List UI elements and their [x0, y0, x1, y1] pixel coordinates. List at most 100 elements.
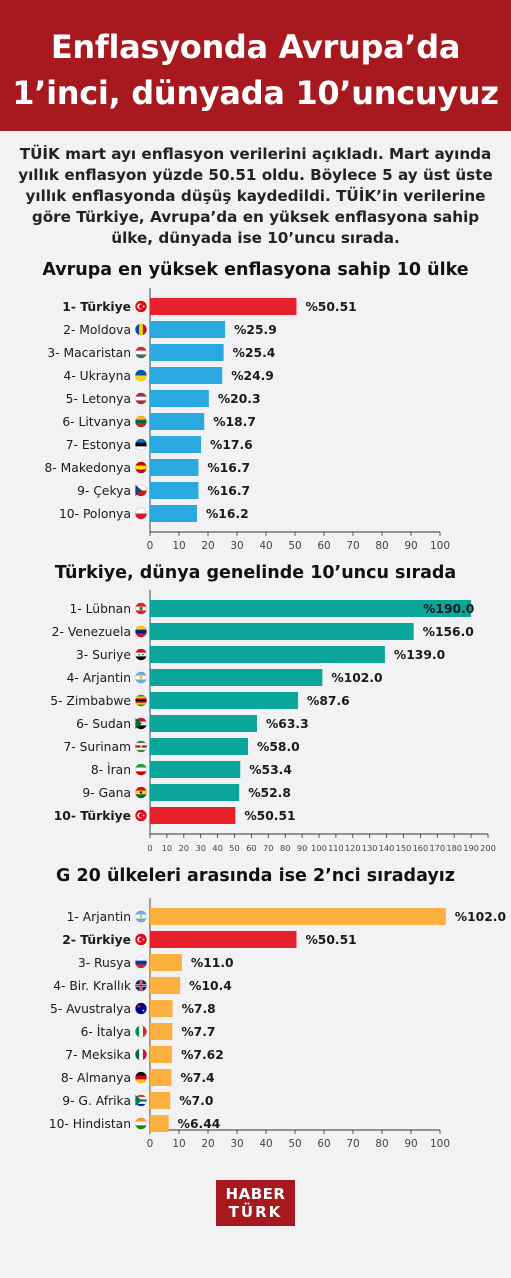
- bar: [150, 692, 299, 709]
- x-tick-label: 10: [172, 1138, 185, 1150]
- bar-row: 5- Zimbabwe %87.6: [50, 692, 350, 709]
- value-label: %63.3: [266, 717, 309, 731]
- bar-row: 3- Macaristan %25.4: [47, 344, 275, 361]
- bar: [150, 807, 236, 824]
- x-tick-label: 80: [375, 1138, 388, 1150]
- intro-paragraph: TÜİK mart ayı enflasyon verilerini açıkl…: [18, 145, 493, 247]
- x-tick-label: 50: [288, 540, 301, 552]
- bar: [150, 436, 202, 453]
- category-label: 4- Arjantin: [67, 671, 131, 685]
- category-label: 2- Venezuela: [52, 625, 131, 639]
- x-tick-label: 70: [346, 1138, 359, 1150]
- category-label: 7- Estonya: [66, 438, 131, 452]
- bar: [150, 761, 241, 778]
- value-label: %17.6: [210, 438, 253, 452]
- flag-in-icon: [135, 1117, 147, 1130]
- x-tick-label: 60: [246, 843, 256, 853]
- category-label: 10- Türkiye: [54, 809, 131, 823]
- flag-ua-icon: [135, 369, 147, 382]
- flag-mx-icon: [135, 1048, 147, 1061]
- category-label: 6- Sudan: [76, 717, 131, 731]
- bar: [150, 908, 446, 925]
- x-tick-label: 180: [446, 843, 462, 853]
- x-tick-label: 150: [396, 843, 412, 853]
- flag-sd-icon: [135, 717, 147, 730]
- x-tick-label: 100: [430, 1138, 450, 1150]
- value-label: %7.4: [180, 1071, 214, 1085]
- category-label: 1- Türkiye: [62, 300, 131, 314]
- flag-sy-icon: [135, 648, 147, 661]
- category-label: 9- Gana: [82, 786, 131, 800]
- bar-row: 3- Rusya %11.0: [78, 954, 234, 971]
- value-label: %6.44: [178, 1117, 221, 1131]
- flag-tr-icon: [135, 809, 147, 822]
- bar: [150, 1069, 172, 1086]
- bar: [150, 367, 223, 384]
- flag-tr-icon: [135, 933, 147, 946]
- flag-ve-icon: [135, 625, 147, 638]
- flag-de-icon: [135, 1071, 147, 1084]
- flag-ar-icon: [135, 910, 147, 923]
- x-tick-label: 10: [172, 540, 185, 552]
- flag-it-icon: [135, 1025, 147, 1038]
- category-label: 8- Makedonya: [45, 461, 132, 475]
- chart-europe: 0 10 20 30 40 50 60 70 80 90 100 1- Türkiye %50.51 2-…: [45, 288, 450, 552]
- category-label: 9- Çekya: [77, 484, 131, 498]
- x-tick-label: 70: [263, 843, 273, 853]
- category-label: 7- Surinam: [63, 740, 131, 754]
- bar-row: 8- Almanya %7.4: [61, 1069, 215, 1086]
- bar-row: 8- İran %53.4: [91, 761, 292, 778]
- flag-ar-icon: [135, 671, 147, 684]
- bar-row: 10- Türkiye %50.51: [54, 807, 296, 824]
- x-tick-label: 0: [147, 843, 152, 853]
- logo-line-2: TÜRK: [228, 1203, 283, 1221]
- bar: [150, 715, 257, 732]
- category-label: 3- Macaristan: [47, 346, 131, 360]
- value-label: %53.4: [249, 763, 292, 777]
- value-label: %50.51: [305, 933, 356, 947]
- header-banner: Enflasyonda Avrupa’da 1’inci, dünyada 10…: [0, 0, 511, 131]
- chart-title-world: Türkiye, dünya genelinde 10’uncu sırada: [54, 563, 457, 583]
- chart-title-g20: G 20 ülkeleri arasında ise 2’nci sıraday…: [56, 866, 455, 886]
- bar: [150, 738, 249, 755]
- bar: [150, 1023, 173, 1040]
- x-tick-label: 60: [317, 1138, 330, 1150]
- value-label: %20.3: [218, 392, 261, 406]
- x-tick-label: 30: [230, 1138, 243, 1150]
- bar: [150, 600, 472, 617]
- value-label: %7.0: [179, 1094, 213, 1108]
- category-label: 5- Letonya: [66, 392, 131, 406]
- x-tick-label: 30: [195, 843, 205, 853]
- value-label: %18.7: [213, 415, 256, 429]
- bar: [150, 669, 323, 686]
- bar: [150, 646, 385, 663]
- haberturk-logo: HABER TÜRK: [216, 1180, 295, 1226]
- headline-line-2: 1’inci, dünyada 10’uncuyuz: [12, 74, 499, 112]
- chart-g20: 0 10 20 30 40 50 60 70 80 90 100 1- Arjantin %102.0 2…: [49, 898, 506, 1150]
- flag-lt-icon: [135, 415, 147, 428]
- x-tick-label: 200: [480, 843, 496, 853]
- category-label: 6- İtalya: [81, 1024, 131, 1039]
- x-tick-label: 80: [280, 843, 290, 853]
- value-label: %16.7: [207, 461, 250, 475]
- bar-row: 3- Suriye %139.0: [76, 646, 445, 663]
- flag-md-icon: [135, 323, 147, 336]
- x-tick-label: 100: [311, 843, 327, 853]
- x-tick-label: 100: [430, 540, 450, 552]
- flag-ru-icon: [135, 956, 147, 969]
- value-label: %25.9: [234, 323, 277, 337]
- bar: [150, 977, 181, 994]
- x-tick-label: 110: [328, 843, 344, 853]
- bar: [150, 1092, 171, 1109]
- category-label: 8- Almanya: [61, 1071, 131, 1085]
- category-label: 3- Rusya: [78, 956, 131, 970]
- value-label: %16.7: [207, 484, 250, 498]
- bar-row: 5- Avustralya %7.8: [50, 1000, 216, 1017]
- bar-row: 9- Çekya %16.7: [77, 482, 250, 499]
- flag-tr-icon: [135, 300, 147, 313]
- flag-gb-icon: [135, 979, 147, 992]
- bar: [150, 931, 297, 948]
- x-tick-label: 50: [229, 843, 239, 853]
- bar-row: 9- Gana %52.8: [82, 784, 291, 801]
- x-tick-label: 120: [345, 843, 361, 853]
